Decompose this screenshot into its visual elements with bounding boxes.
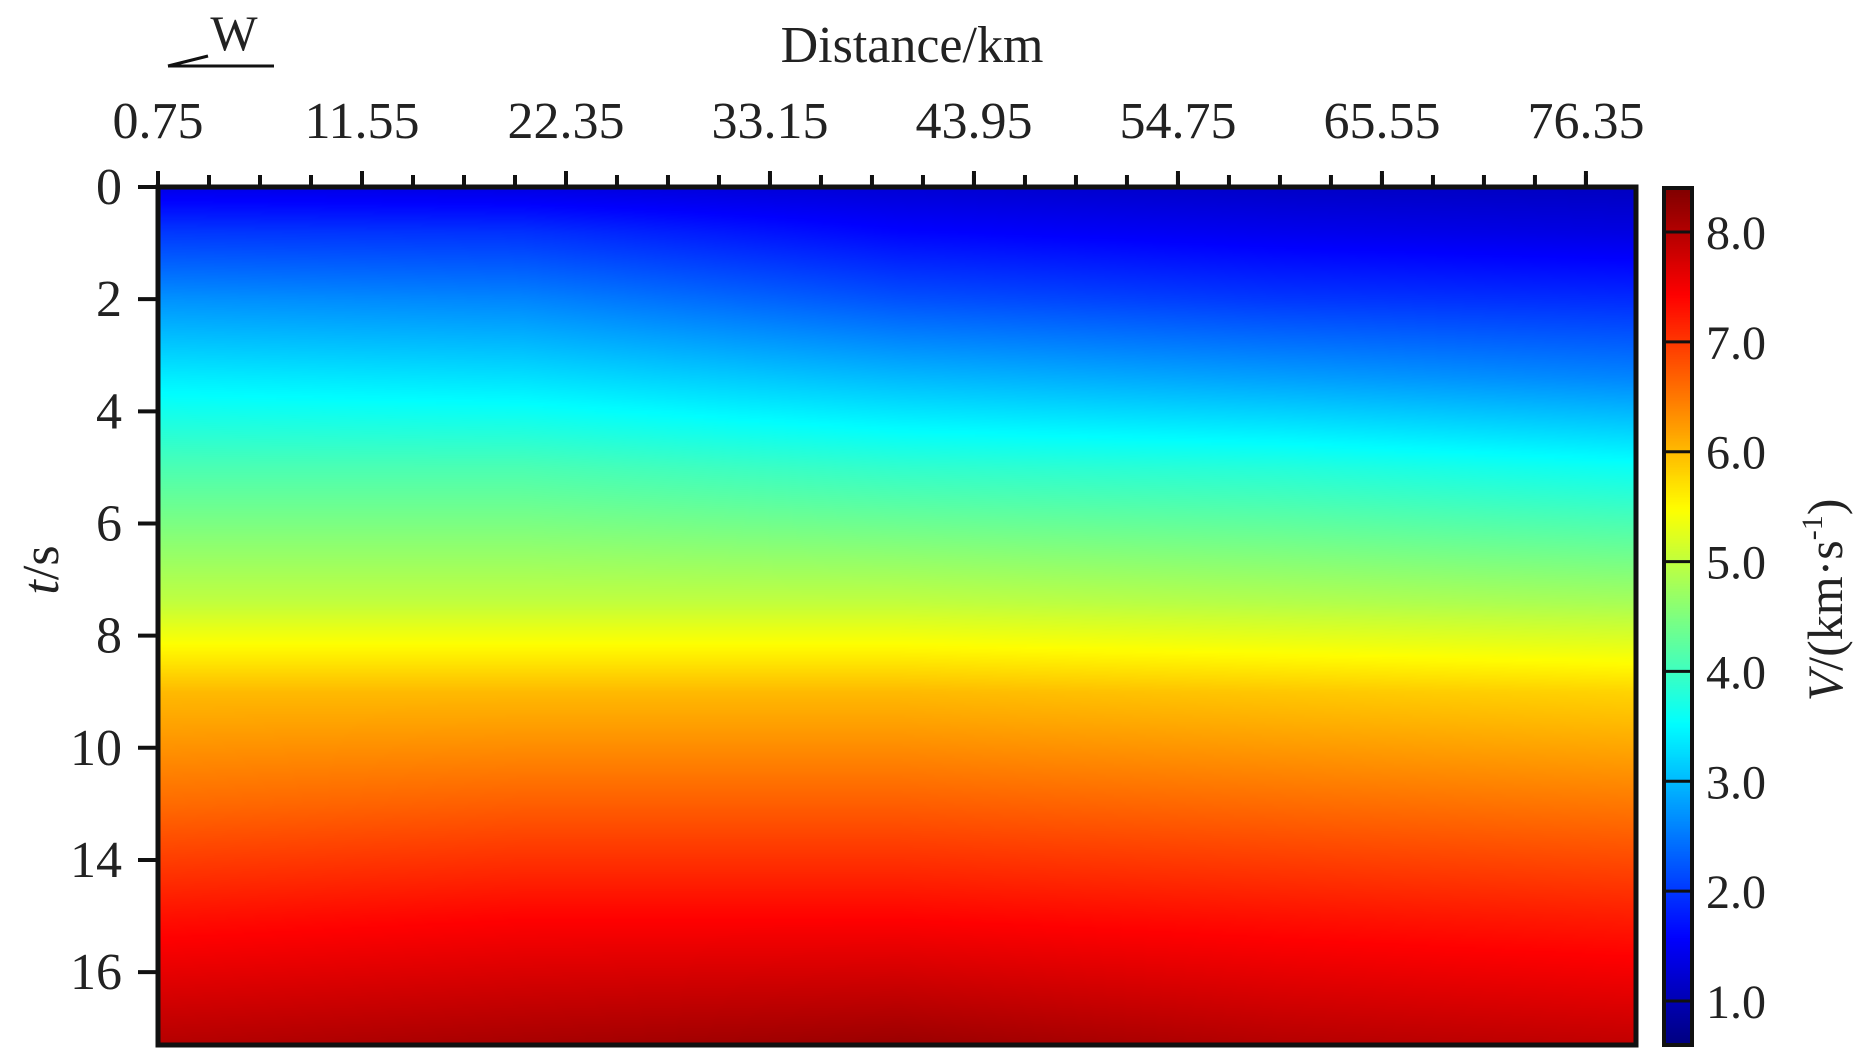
colorbar-tick-label: 4.0 bbox=[1706, 646, 1766, 699]
colorbar-tick-label: 7.0 bbox=[1706, 317, 1766, 370]
plot-frame bbox=[155, 184, 1639, 1048]
y-tick-label: 16 bbox=[70, 944, 122, 1001]
colorbar-frame bbox=[1662, 186, 1694, 1047]
y-axis-label-italic: t bbox=[13, 579, 70, 595]
colorbar-label-italic: V bbox=[1797, 665, 1853, 701]
y-tick-label: 4 bbox=[96, 383, 122, 440]
x-tick-label: 65.55 bbox=[1323, 93, 1440, 150]
velocity-heatmap bbox=[158, 187, 1636, 1045]
x-tick-label: 54.75 bbox=[1119, 93, 1236, 150]
x-tick-label: 11.55 bbox=[304, 93, 419, 150]
y-tick-label: 2 bbox=[96, 271, 122, 328]
colorbar-tick-label: 3.0 bbox=[1706, 756, 1766, 809]
y-tick-label: 0 bbox=[96, 159, 122, 216]
colorbar-tick-label: 6.0 bbox=[1706, 427, 1766, 480]
direction-arrow-head bbox=[167, 54, 209, 68]
x-tick-label: 0.75 bbox=[113, 93, 204, 150]
colorbar-label: V/(km·s-1) bbox=[1796, 499, 1853, 702]
colorbar-tick-label: 5.0 bbox=[1706, 537, 1766, 590]
x-tick-label: 22.35 bbox=[507, 93, 624, 150]
colorbar-tick-label: 8.0 bbox=[1706, 207, 1766, 260]
y-axis-ticks: 0 2 4 6 8 10 14 16 bbox=[70, 159, 158, 1001]
colorbar-ticks: 1.0 2.0 3.0 4.0 5.0 6.0 7.0 8.0 bbox=[1664, 207, 1766, 1029]
colorbar-label-exponent: -1 bbox=[1796, 515, 1829, 540]
colorbar-tick-label: 2.0 bbox=[1706, 866, 1766, 919]
y-tick-label: 8 bbox=[96, 608, 122, 665]
y-tick-label: 14 bbox=[70, 832, 122, 889]
colorbar-label-close: ) bbox=[1797, 499, 1853, 516]
direction-label: W bbox=[210, 5, 258, 61]
colorbar-tick-label: 1.0 bbox=[1706, 976, 1766, 1029]
y-tick-label: 6 bbox=[96, 495, 122, 552]
y-axis-label: t/s bbox=[13, 545, 70, 594]
x-tick-label: 43.95 bbox=[915, 93, 1032, 150]
x-axis-label: Distance/km bbox=[781, 17, 1044, 74]
direction-marker: W bbox=[167, 5, 274, 68]
x-axis-ticks: 0.75 11.55 22.35 33.15 43.95 54.75 65.55 76.35 bbox=[113, 93, 1644, 187]
colorbar-gradient bbox=[1664, 188, 1692, 1045]
colorbar-label-unit: /(km·s bbox=[1797, 540, 1853, 671]
x-tick-label: 76.35 bbox=[1527, 93, 1644, 150]
y-tick-label: 10 bbox=[70, 720, 122, 777]
y-axis-label-unit: /s bbox=[13, 545, 70, 580]
x-tick-label: 33.15 bbox=[711, 93, 828, 150]
